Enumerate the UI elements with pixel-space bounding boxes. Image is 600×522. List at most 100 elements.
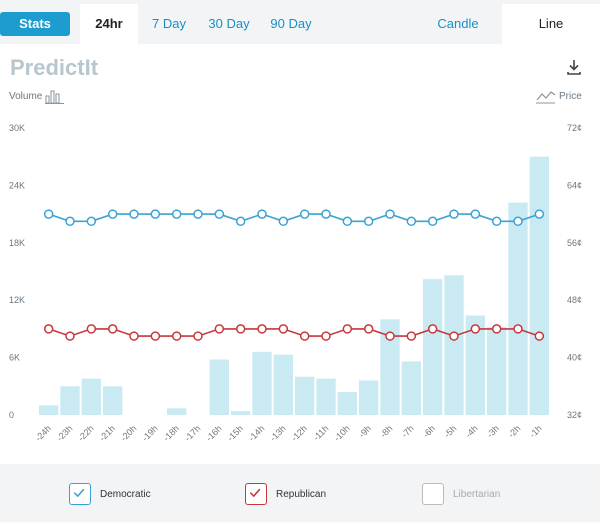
volume-tick-label: 24K — [9, 180, 25, 190]
x-tick-label: -16h — [204, 423, 224, 443]
data-point-democratic — [449, 209, 459, 219]
data-point-democratic — [235, 216, 246, 227]
check-icon — [249, 488, 261, 498]
x-tick-label: -8h — [378, 423, 394, 439]
data-point-democratic — [321, 209, 331, 219]
data-point-democratic — [171, 209, 182, 219]
data-point-democratic — [406, 216, 417, 227]
data-point-republican — [513, 324, 523, 334]
data-point-republican — [321, 331, 331, 341]
volume-bar — [252, 351, 272, 415]
data-point-democratic — [385, 209, 395, 219]
libertarian-checkbox[interactable] — [422, 483, 444, 505]
data-point-republican — [235, 324, 246, 334]
data-point-democratic — [65, 216, 75, 227]
x-tick-label: -12h — [289, 423, 309, 443]
data-point-democratic — [107, 209, 118, 219]
volume-bar — [508, 202, 528, 415]
x-tick-label: -20h — [119, 423, 139, 443]
data-point-democratic — [129, 209, 139, 219]
volume-tick-label: 12K — [9, 295, 25, 305]
price-tick-label: 48¢ — [567, 295, 582, 305]
data-point-republican — [107, 324, 118, 334]
volume-tick-label: 30K — [9, 123, 25, 133]
x-tick-label: -22h — [76, 423, 96, 443]
tab-line[interactable]: Line — [502, 4, 600, 44]
price-volume-chart: 0 6K 12K 18K 24K 30K 32¢ 40¢ 48¢ 56¢ 64¢ 72¢ -24h -23… — [9, 123, 582, 443]
data-point-democratic — [257, 209, 267, 219]
price-tick-label: 72¢ — [567, 123, 582, 133]
data-point-democratic — [513, 216, 523, 227]
data-point-democratic — [491, 216, 502, 227]
x-tick-label: -18h — [161, 423, 181, 443]
tab-stats[interactable]: Stats — [0, 12, 70, 36]
x-tick-label: -13h — [268, 423, 288, 443]
price-tick-label: 40¢ — [567, 353, 582, 363]
data-point-republican — [65, 331, 75, 341]
data-point-republican — [43, 324, 54, 334]
data-point-republican — [257, 324, 267, 334]
legend-label-republican: Republican — [276, 489, 327, 500]
data-point-democratic — [363, 216, 374, 227]
data-point-republican — [214, 324, 225, 334]
x-tick-label: -9h — [357, 423, 373, 439]
x-tick-label: -11h — [311, 423, 330, 442]
data-point-democratic — [278, 216, 289, 227]
data-point-republican — [449, 331, 459, 341]
data-point-republican — [129, 331, 139, 341]
volume-bar — [103, 386, 123, 415]
volume-bars-icon — [45, 90, 64, 104]
x-tick-label: -17h — [183, 423, 203, 443]
data-point-republican — [406, 331, 417, 341]
x-tick-label: -10h — [332, 423, 352, 443]
tab-bar: Stats 24hr 7 Day 30 Day 90 Day Candle Li… — [0, 0, 600, 46]
volume-bar — [337, 392, 357, 415]
democratic-checkbox[interactable] — [69, 483, 91, 505]
republican-checkbox[interactable] — [245, 483, 267, 505]
data-point-republican — [385, 331, 395, 341]
check-icon — [73, 488, 85, 498]
tab-7-day[interactable]: 7 Day — [152, 16, 186, 31]
download-icon[interactable] — [566, 58, 582, 76]
volume-bar — [295, 376, 315, 415]
tab-90-day[interactable]: 90 Day — [270, 16, 312, 31]
predictit-logo: PredictIt — [10, 55, 99, 80]
volume-bar — [231, 411, 251, 415]
x-tick-label: -2h — [506, 423, 522, 439]
volume-bar — [60, 386, 80, 415]
x-tick-label: -5h — [442, 423, 458, 439]
price-tick-label: 32¢ — [567, 410, 582, 420]
data-point-republican — [534, 331, 545, 341]
volume-bar — [529, 156, 549, 415]
data-point-republican — [193, 331, 203, 341]
x-tick-label: -14h — [247, 423, 267, 443]
data-point-democratic — [534, 209, 545, 219]
x-tick-label: -24h — [33, 423, 53, 443]
volume-bar — [167, 408, 187, 415]
price-line-icon — [536, 91, 556, 104]
data-point-democratic — [86, 216, 97, 227]
svg-text:PredictIt: PredictIt — [10, 55, 99, 80]
tab-24hr[interactable]: 24hr — [80, 4, 138, 44]
data-point-democratic — [150, 209, 161, 219]
legend-label-libertarian: Libertarian — [453, 489, 501, 500]
volume-bar — [209, 359, 229, 415]
price-label: Price — [559, 91, 582, 102]
data-point-democratic — [342, 216, 353, 227]
data-point-democratic — [214, 209, 225, 219]
series-line-democratic — [48, 213, 540, 223]
volume-bar — [444, 275, 464, 415]
data-point-republican — [278, 324, 289, 334]
price-tick-label: 64¢ — [567, 180, 582, 190]
tab-candle[interactable]: Candle — [437, 16, 479, 31]
volume-bar — [465, 315, 485, 415]
tab-30-day[interactable]: 30 Day — [208, 16, 250, 31]
volume-label: Volume — [9, 91, 43, 102]
data-point-republican — [86, 324, 97, 334]
data-point-republican — [171, 331, 182, 341]
data-point-democratic — [193, 209, 203, 219]
data-point-democratic — [43, 209, 54, 219]
data-point-republican — [470, 324, 481, 334]
data-point-democratic — [299, 209, 310, 219]
